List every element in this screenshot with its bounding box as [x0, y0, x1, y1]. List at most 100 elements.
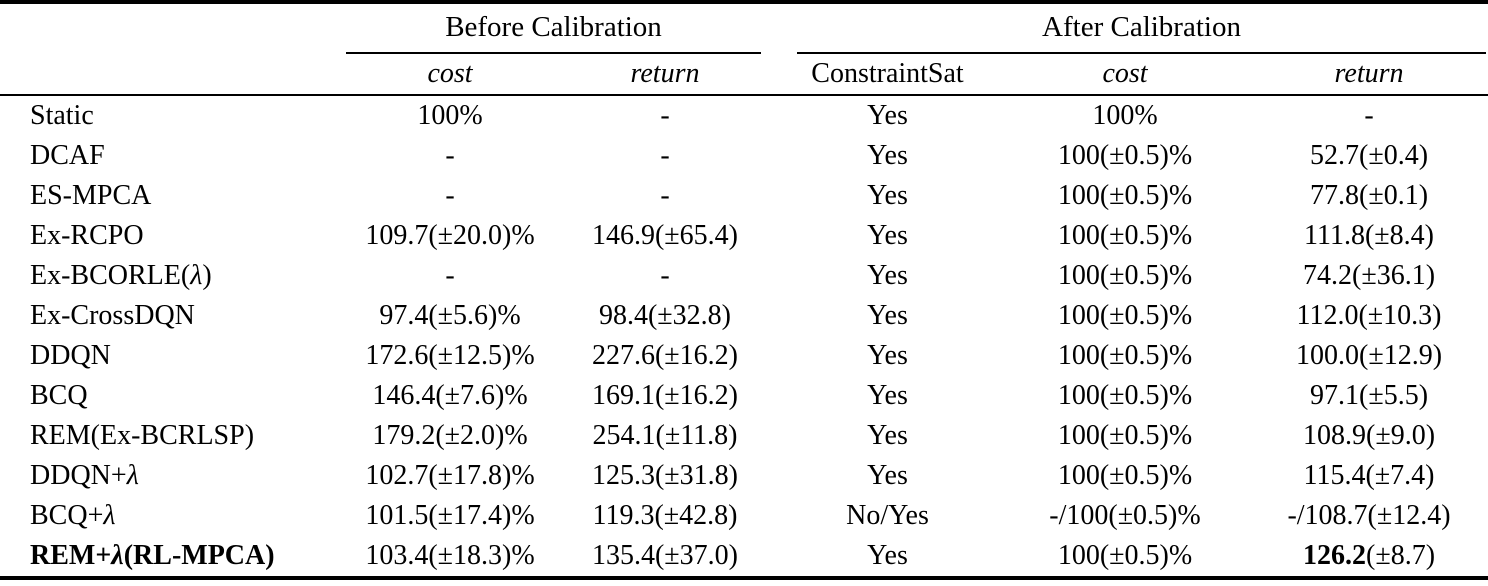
before-return-column-header: return: [555, 54, 775, 96]
after-cost-column-header: cost: [1000, 54, 1250, 96]
before-cost-cell: 100%: [417, 100, 483, 131]
method-cell: BCQ: [30, 380, 88, 411]
before-return-cell: 125.3(±31.8): [591, 460, 738, 491]
after-cost-cell: 100%: [1092, 100, 1158, 131]
before-return-cell: -: [660, 140, 670, 171]
table-row: REM(Ex-BCRLSP) 179.2(±2.0)% 254.1(±11.8) Ye…: [0, 416, 1488, 456]
constraint-sat-cell: Yes: [867, 140, 908, 171]
before-cost-cell: 179.2(±2.0)%: [372, 420, 528, 451]
after-return-cell: -: [1364, 100, 1374, 131]
table-body: Static 100% - Yes 100% - DCAF - - Yes 100(±0.5)% 52…: [0, 95, 1488, 578]
constraint-sat-cell: Yes: [867, 380, 908, 411]
before-cost-cell: -: [445, 260, 455, 291]
before-return-cell: 135.4(±37.0): [591, 540, 738, 571]
before-cost-column-header: cost: [345, 54, 555, 96]
after-cost-cell: 100(±0.5)%: [1057, 420, 1193, 451]
before-cost-cell: 109.7(±20.0)%: [365, 220, 535, 251]
after-cost-cell: 100(±0.5)%: [1057, 140, 1193, 171]
table-row: Ex-BCORLE(λ) - - Yes 100(±0.5)% 74.2(±36.1): [0, 256, 1488, 296]
constraint-sat-cell: Yes: [867, 300, 908, 331]
method-cell: Ex-CrossDQN: [30, 300, 195, 331]
table-row: Static 100% - Yes 100% -: [0, 95, 1488, 136]
after-return-cell: 111.8(±8.4): [1304, 220, 1434, 251]
before-cost-cell: 102.7(±17.8)%: [365, 460, 535, 491]
table-row: ES-MPCA - - Yes 100(±0.5)% 77.8(±0.1): [0, 176, 1488, 216]
table-row: DDQN+λ 102.7(±17.8)% 125.3(±31.8) Yes 100(±0…: [0, 456, 1488, 496]
method-cell: BCQ+λ: [30, 500, 116, 531]
table-row: DDQN 172.6(±12.5)% 227.6(±16.2) Yes 100(±0.5…: [0, 336, 1488, 376]
after-cost-cell: -/100(±0.5)%: [1049, 500, 1201, 531]
after-return-cell: 112.0(±10.3): [1296, 300, 1442, 331]
constraint-sat-cell: Yes: [867, 540, 908, 571]
after-return-cell: 77.8(±0.1): [1310, 180, 1429, 211]
table-row: Ex-CrossDQN 97.4(±5.6)% 98.4(±32.8) Yes 100(…: [0, 296, 1488, 336]
col-group-before-calibration: Before Calibration: [345, 2, 775, 54]
method-cell: DDQN: [30, 340, 111, 371]
before-cost-cell: 103.4(±18.3)%: [365, 540, 535, 571]
after-cost-cell: 100(±0.5)%: [1057, 340, 1193, 371]
table-header: Before Calibration After Calibration cos…: [0, 2, 1488, 96]
after-cost-cell: 100(±0.5)%: [1057, 220, 1193, 251]
corner-empty-cell: [0, 2, 345, 54]
after-cost-cell: 100(±0.5)%: [1057, 540, 1193, 571]
constraint-sat-cell: Yes: [867, 420, 908, 451]
after-return-cell: 115.4(±7.4): [1303, 460, 1435, 491]
before-return-cell: 254.1(±11.8): [592, 420, 738, 451]
before-return-cell: -: [660, 180, 670, 211]
after-return-cell: 100.0(±12.9): [1296, 340, 1443, 371]
before-return-cell: 169.1(±16.2): [591, 380, 738, 411]
after-return-column-header: return: [1250, 54, 1488, 96]
constraint-sat-cell: Yes: [867, 460, 908, 491]
col-group-after-calibration: After Calibration: [775, 2, 1488, 54]
method-cell: DDQN+λ: [30, 460, 139, 491]
group-header-row: Before Calibration After Calibration: [0, 2, 1488, 54]
after-return-cell: 126.2(±8.7): [1303, 540, 1436, 571]
method-cell: REM+λ(RL-MPCA): [30, 540, 275, 571]
before-cost-cell: 146.4(±7.6)%: [372, 380, 528, 411]
before-return-cell: 146.9(±65.4): [591, 220, 738, 251]
constraint-sat-cell: Yes: [867, 180, 908, 211]
method-column-header-empty: [0, 54, 345, 96]
table-row: Ex-RCPO 109.7(±20.0)% 146.9(±65.4) Yes 100(±…: [0, 216, 1488, 256]
constraint-sat-cell: Yes: [867, 220, 908, 251]
before-cost-cell: 101.5(±17.4)%: [365, 500, 535, 531]
method-cell: Ex-RCPO: [30, 220, 144, 251]
after-cost-cell: 100(±0.5)%: [1057, 460, 1193, 491]
constraint-sat-cell: Yes: [867, 340, 908, 371]
constraint-sat-column-header: ConstraintSat: [775, 54, 1000, 96]
constraint-sat-cell: No/Yes: [846, 500, 929, 531]
after-return-cell: 97.1(±5.5): [1310, 380, 1429, 411]
after-return-cell: -/108.7(±12.4): [1287, 500, 1451, 531]
before-return-cell: 119.3(±42.8): [592, 500, 738, 531]
after-return-cell: 52.7(±0.4): [1310, 140, 1429, 171]
before-calibration-label: Before Calibration: [445, 11, 662, 43]
table-row: REM+λ(RL-MPCA) 103.4(±18.3)% 135.4(±37.0) Y…: [0, 536, 1488, 578]
before-return-cell: -: [660, 260, 670, 291]
before-return-cell: 227.6(±16.2): [591, 340, 738, 371]
before-cost-cell: 97.4(±5.6)%: [379, 300, 521, 331]
after-cost-cell: 100(±0.5)%: [1057, 300, 1193, 331]
after-cost-cell: 100(±0.5)%: [1057, 180, 1193, 211]
table-row: DCAF - - Yes 100(±0.5)% 52.7(±0.4): [0, 136, 1488, 176]
before-cost-cell: 172.6(±12.5)%: [365, 340, 535, 371]
after-cost-cell: 100(±0.5)%: [1057, 260, 1193, 291]
method-cell: Static: [30, 100, 94, 131]
table-row: BCQ+λ 101.5(±17.4)% 119.3(±42.8) No/Yes -/10…: [0, 496, 1488, 536]
constraint-sat-cell: Yes: [867, 260, 908, 291]
method-cell: REM(Ex-BCRLSP): [30, 420, 255, 451]
after-calibration-label: After Calibration: [1042, 11, 1241, 43]
sub-header-row: cost return ConstraintSat cost return: [0, 54, 1488, 96]
before-return-cell: 98.4(±32.8): [598, 300, 731, 331]
method-cell: ES-MPCA: [30, 180, 152, 211]
after-cost-cell: 100(±0.5)%: [1057, 380, 1193, 411]
after-return-cell: 74.2(±36.1): [1303, 260, 1436, 291]
method-cell: Ex-BCORLE(λ): [30, 260, 212, 291]
before-cost-cell: -: [445, 180, 455, 211]
table-row: BCQ 146.4(±7.6)% 169.1(±16.2) Yes 100(±0.5)%…: [0, 376, 1488, 416]
after-return-cell: 108.9(±9.0): [1303, 420, 1436, 451]
before-cost-cell: -: [445, 140, 455, 171]
method-cell: DCAF: [30, 140, 105, 171]
before-return-cell: -: [660, 100, 670, 131]
